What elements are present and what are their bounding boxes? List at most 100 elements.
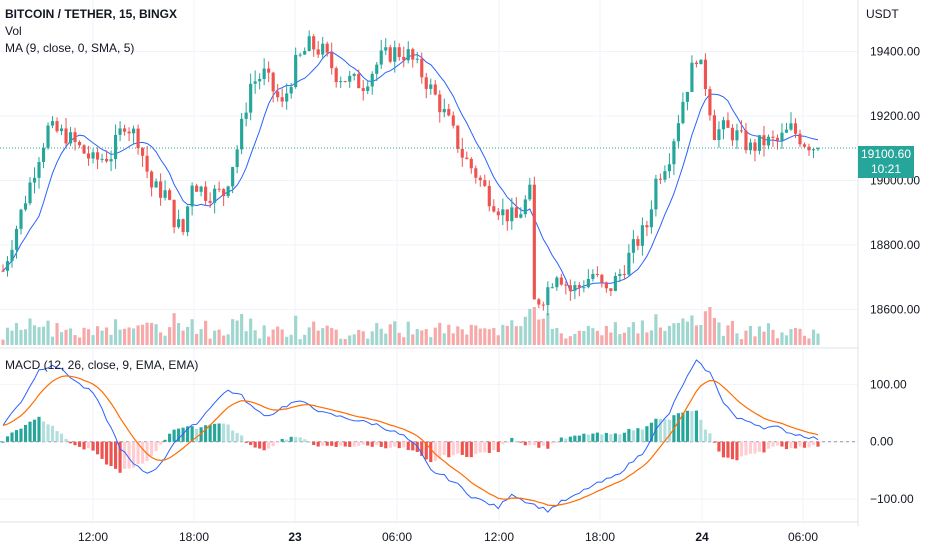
macd-histogram-bar	[402, 441, 406, 448]
candle-body	[168, 190, 172, 200]
volume-bar	[582, 330, 586, 345]
macd-histogram-bar	[613, 433, 617, 442]
macd-legend[interactable]: MACD (12, 26, close, 9, EMA, EMA)	[5, 358, 199, 372]
candle-body	[181, 219, 185, 233]
candle-body	[208, 200, 212, 203]
volume-bar	[717, 322, 721, 345]
volume-bar	[37, 327, 41, 345]
volume-bar	[213, 330, 217, 345]
volume-bar	[186, 326, 190, 345]
candle-body	[104, 158, 109, 162]
candle-body	[676, 123, 680, 142]
macd-histogram-bar	[582, 433, 586, 442]
macd-histogram-bar	[604, 432, 608, 442]
candle-body	[163, 190, 167, 198]
candle-body	[519, 214, 523, 218]
candle-body	[694, 62, 699, 65]
volume-bar	[519, 326, 523, 345]
macd-histogram-bar	[721, 441, 726, 458]
volume-bar	[226, 334, 230, 345]
volume-bar	[82, 327, 86, 345]
volume-bar	[122, 328, 127, 345]
volume-bar	[240, 313, 244, 345]
volume-bar	[451, 333, 455, 345]
macd-histogram-bar	[703, 429, 708, 442]
time-tick-label: 23	[288, 530, 302, 544]
ma-legend[interactable]: MA (9, close, 0, SMA, 5)	[5, 41, 135, 55]
volume-bar	[253, 330, 257, 345]
macd-histogram-bar	[505, 441, 509, 443]
volume-bar	[640, 320, 644, 345]
volume-bar	[95, 326, 100, 345]
volume-bar	[676, 322, 680, 345]
volume-bar	[23, 329, 28, 345]
candle-body	[636, 239, 640, 246]
volume-bar	[118, 329, 122, 345]
candle-body	[721, 120, 726, 130]
volume-bar	[802, 335, 807, 345]
volume-bar	[132, 328, 136, 345]
volume-bar	[438, 322, 442, 345]
candle-body	[798, 133, 802, 145]
axes: USDT19400.0019200.0019000.0018800.001860…	[78, 7, 920, 544]
macd-histogram-bar	[811, 441, 816, 445]
macd-histogram-bar	[23, 424, 28, 442]
candle-body	[366, 86, 370, 91]
candle-body	[645, 225, 649, 228]
macd-histogram-bar	[289, 436, 293, 442]
volume-bar	[357, 329, 361, 345]
candle-body	[231, 167, 235, 187]
macd-histogram-bar	[348, 441, 352, 447]
macd-histogram-bar	[19, 428, 23, 442]
macd-histogram-bar	[406, 441, 410, 451]
candle-body	[559, 277, 563, 285]
volume-bar	[433, 327, 437, 345]
macd-histogram-bar	[379, 441, 383, 447]
candle-body	[1, 270, 5, 272]
volume-bar	[375, 322, 379, 345]
macd-histogram-bar	[285, 439, 289, 442]
macd-histogram-bar	[32, 419, 37, 442]
macd-histogram-bar	[37, 416, 41, 442]
macd-histogram-bar	[208, 424, 212, 442]
macd-indicator[interactable]	[0, 359, 858, 513]
candlesticks[interactable]	[0, 30, 858, 316]
macd-histogram-bar	[586, 434, 590, 442]
volume-bar	[730, 320, 735, 345]
macd-histogram-bar	[150, 441, 154, 456]
candle-body	[622, 273, 626, 275]
macd-histogram-bar	[262, 441, 266, 451]
chart-title[interactable]: BITCOIN / TETHER, 15, BINGX	[5, 7, 178, 21]
macd-histogram-bar	[609, 434, 613, 442]
macd-histogram-bar	[663, 418, 667, 442]
macd-histogram-bar	[537, 441, 541, 448]
candle-body	[739, 130, 744, 132]
volume-bar	[757, 326, 762, 345]
macd-histogram-bar	[762, 441, 766, 453]
candle-body	[141, 148, 145, 156]
candle-body	[100, 158, 104, 160]
candle-body	[226, 186, 230, 197]
candle-body	[420, 58, 424, 78]
macd-histogram-bar	[460, 441, 464, 455]
candle-body	[244, 112, 248, 119]
volume-bar	[195, 333, 199, 345]
volume-bar	[113, 319, 118, 345]
macd-histogram-bar	[316, 441, 320, 447]
macd-histogram-bar	[622, 432, 626, 442]
volume-bar	[469, 324, 473, 345]
macd-histogram-bar	[249, 441, 253, 445]
volume-bar	[5, 327, 10, 345]
macd-histogram-bar	[352, 441, 356, 447]
macd-histogram-bar	[487, 441, 491, 453]
volume-bar	[460, 329, 464, 345]
candle-body	[753, 142, 757, 151]
volume-bar	[496, 335, 500, 345]
volume-bar	[546, 313, 550, 345]
volume-bar	[505, 325, 509, 345]
volume-legend[interactable]: Vol	[5, 24, 22, 38]
candle-body	[474, 168, 478, 178]
volume-bar	[330, 328, 334, 345]
volume-bar	[429, 337, 433, 345]
